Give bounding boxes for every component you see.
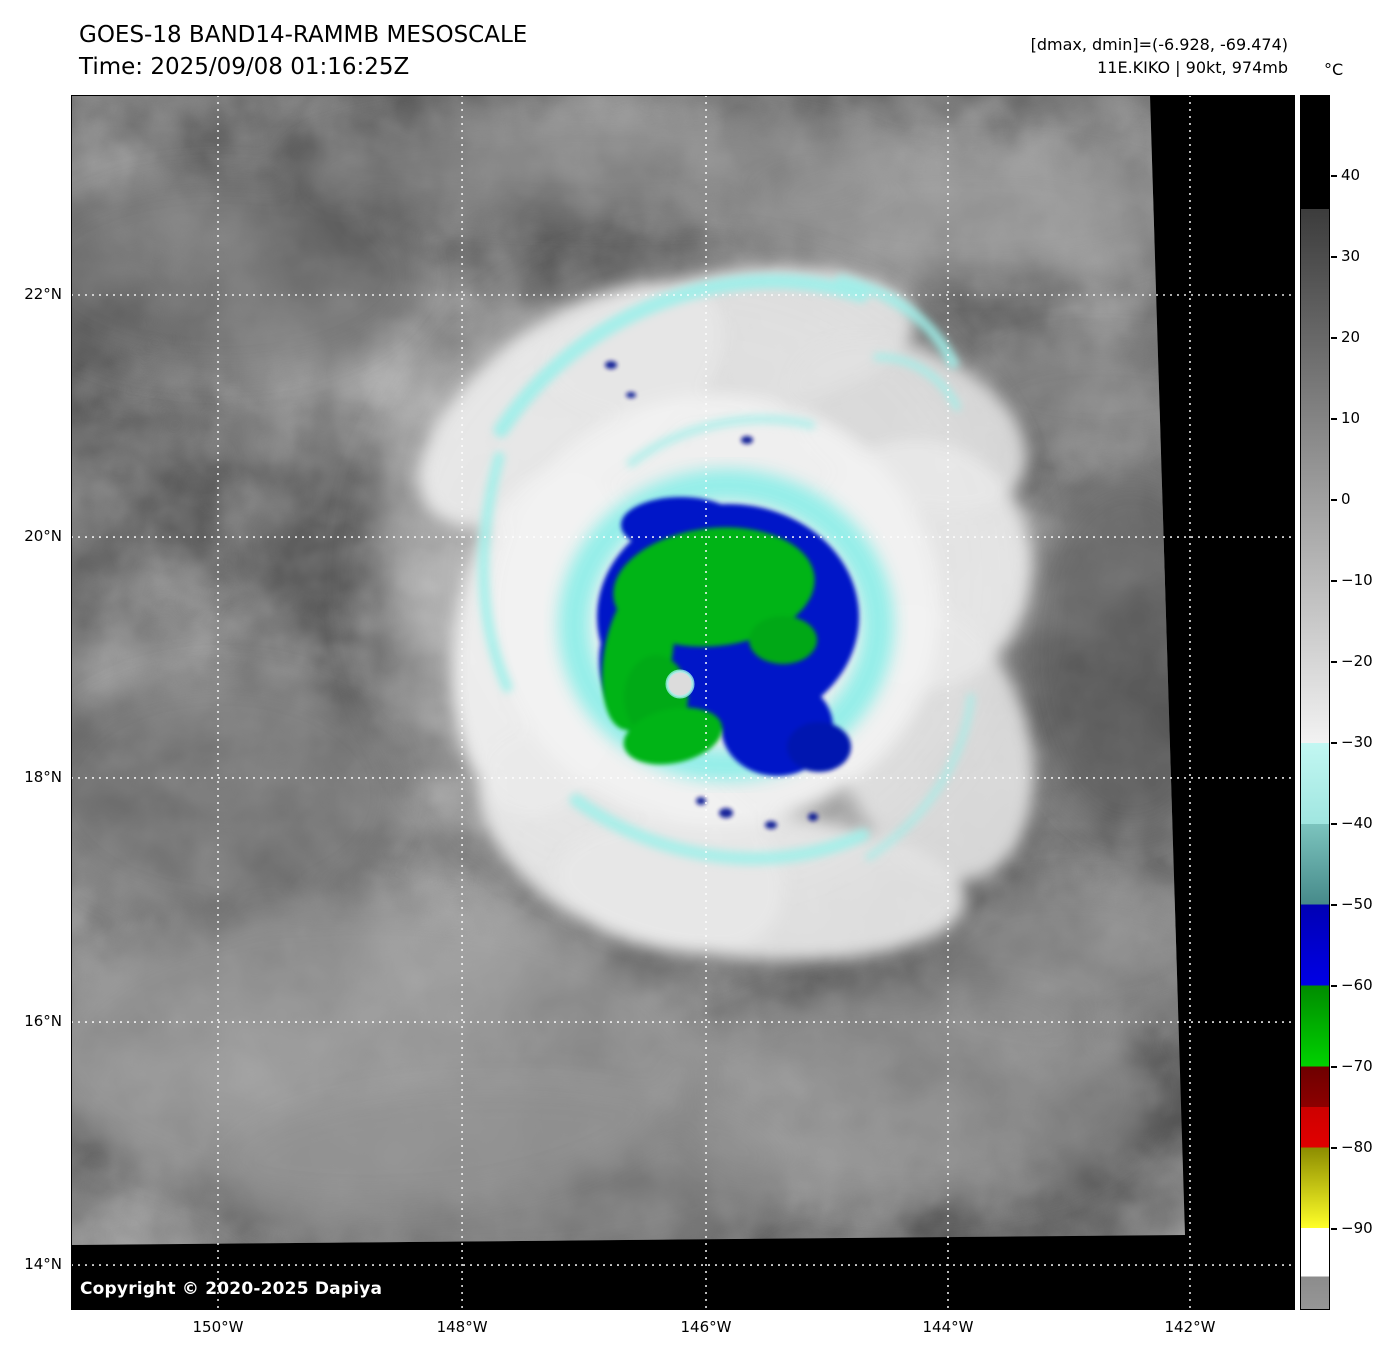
longitude-axis: 150°W 148°W 146°W 144°W 142°W [71,1316,1295,1338]
latitude-tick-label: 20°N [24,527,62,546]
colorbar-tick-mark [1331,742,1337,744]
colorbar-tick-label: −10 [1341,571,1373,589]
colorbar-tick-label: 0 [1341,490,1351,508]
colorbar-tick-mark [1331,1147,1337,1149]
colorbar-tick-mark [1331,418,1337,420]
scan-data-region [71,95,1185,1245]
latitude-tick-label: 18°N [24,767,62,786]
colorbar-tick-label: −50 [1341,895,1373,913]
colorbar-tick-mark [1331,580,1337,582]
latitude-tick-label: 16°N [24,1012,62,1031]
latitude-tick-label: 14°N [24,1255,62,1274]
colorbar-unit-label: °C [1324,60,1344,79]
colorbar-tick-label: −80 [1341,1138,1373,1156]
dmax-dmin-readout: [dmax, dmin]=(-6.928, -69.474) [1030,35,1288,54]
colorbar-tick-mark [1331,985,1337,987]
longitude-tick-label: 150°W [192,1318,244,1336]
storm-eye-rim [665,669,695,699]
geo-gridlines [71,95,1295,1310]
colorbar-tick-mark [1331,823,1337,825]
copyright-notice: Copyright © 2020-2025 Dapiya [80,1279,383,1299]
colorbar-tick-mark [1331,1228,1337,1230]
cyan-cloud-fringes [477,273,975,865]
colorbar-tick-label: −40 [1341,814,1373,832]
colorbar-tick-mark [1331,1066,1337,1068]
colorbar-tick-label: 10 [1341,409,1361,427]
colorbar-tick-label: −20 [1341,652,1373,670]
longitude-tick-label: 146°W [680,1318,732,1336]
cold-specks [605,361,818,829]
colorbar-tick-label: 20 [1341,328,1361,346]
colorbar-tick-label: −90 [1341,1219,1373,1237]
longitude-tick-label: 144°W [922,1318,974,1336]
colorbar-tick-mark [1331,904,1337,906]
latitude-axis: 22°N 20°N 18°N 16°N 14°N [0,95,62,1310]
colorbar-tick-mark [1331,499,1337,501]
latitude-tick-label: 22°N [24,284,62,303]
colorbar [1300,95,1330,1310]
product-title: GOES-18 BAND14-RAMMB MESOSCALE [79,22,528,48]
colorbar-tick-label: 30 [1341,247,1361,265]
colorbar-tick-label: −60 [1341,976,1373,994]
longitude-tick-label: 148°W [436,1318,488,1336]
colorbar-tick-label: −30 [1341,733,1373,751]
longitude-tick-label: 142°W [1164,1318,1216,1336]
colorbar-tick-area: 40 30 20 10 0 −10 −20 −30 −40 −50 −60 −70 −80 −90 [1331,95,1390,1310]
storm-info: 11E.KIKO | 90kt, 974mb [1097,58,1288,77]
storm-eye [667,671,693,697]
colorbar-tick-mark [1331,175,1337,177]
product-timestamp: Time: 2025/09/08 01:16:25Z [79,54,410,80]
colorbar-tick-label: 40 [1341,166,1361,184]
cyan-core-ring [558,469,894,781]
colorbar-tick-label: −70 [1341,1057,1373,1075]
colorbar-tick-mark [1331,337,1337,339]
colorbar-tick-mark [1331,256,1337,258]
satellite-image [71,95,1295,1310]
ambient-clouds [71,110,1185,1245]
cold-core-green [602,527,817,765]
colorbar-tick-mark [1331,661,1337,663]
map-frame [71,95,1295,1310]
satellite-map: Copyright © 2020-2025 Dapiya [71,95,1295,1310]
